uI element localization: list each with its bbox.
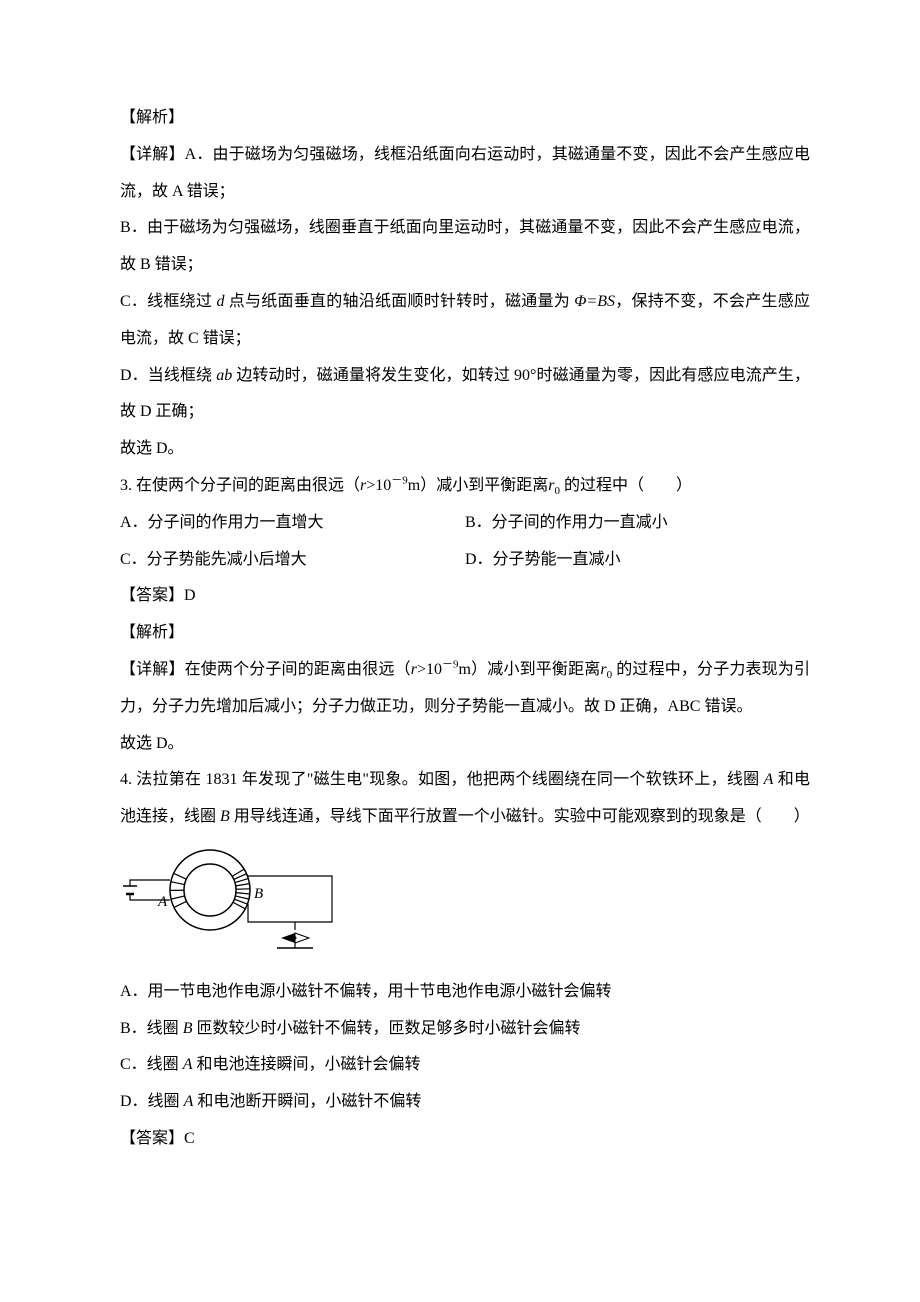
q3-exp: －9: [391, 475, 408, 487]
q4-option-c: C．线圈 A 和电池连接瞬间，小磁针会偏转: [120, 1047, 810, 1084]
q4-optb-post: 匝数较少时小磁针不偏转，匝数足够多时小磁针会偏转: [192, 1020, 580, 1037]
q3-answer: 【答案】D: [120, 578, 810, 615]
q3-option-b: B．分子间的作用力一直减小: [465, 505, 810, 542]
q3-option-a: A．分子间的作用力一直增大: [120, 505, 465, 542]
q4-option-a: A．用一节电池作电源小磁针不偏转，用十节电池作电源小磁针会偏转: [120, 974, 810, 1011]
q3-m: m）减小到平衡距离: [408, 477, 548, 494]
q3-stem: 3. 在使两个分子间的距离由很远（r>10－9m）减小到平衡距离r0 的过程中（…: [120, 468, 810, 505]
detail-b: B．由于磁场为匀强磁场，线圈垂直于纸面向里运动时，其磁通量不变，因此不会产生感应…: [120, 210, 810, 284]
q4-optb-pre: B．线圈: [120, 1020, 183, 1037]
q3-stem-pre: 3. 在使两个分子间的距离由很远（: [120, 477, 360, 494]
q4-option-d: D．线圈 A 和电池断开瞬间，小磁针不偏转: [120, 1084, 810, 1121]
detail-d-pre: D．当线框绕: [120, 367, 216, 384]
q4-optc-var-a: A: [183, 1056, 193, 1073]
detail-c: C．线框绕过 d 点与纸面垂直的轴沿纸面顺时针转时，磁通量为 Φ=BS，保持不变…: [120, 284, 810, 358]
q4-option-b: B．线圈 B 匝数较少时小磁针不偏转，匝数足够多时小磁针会偏转: [120, 1011, 810, 1048]
q4-stem-post: 用导线连通，导线下面平行放置一个小磁针。实验中可能观察到的现象是（ ）: [230, 808, 810, 825]
detail-d: D．当线框绕 ab 边转动时，磁通量将发生变化，如转过 90°时磁通量为零，因此…: [120, 358, 810, 432]
q4-optd-post: 和电池断开瞬间，小磁针不偏转: [193, 1093, 421, 1110]
q3-stem-post: 的过程中（ ）: [560, 477, 692, 494]
q3d-gt10: >10: [417, 661, 442, 678]
q4-answer: 【答案】C: [120, 1121, 810, 1158]
q3-option-c: C．分子势能先减小后增大: [120, 542, 465, 579]
q4-figure: AB: [120, 842, 810, 972]
faraday-ring-diagram: AB: [120, 842, 345, 957]
q3d-exp: －9: [442, 659, 459, 671]
q4-optc-pre: C．线圈: [120, 1056, 183, 1073]
q3d-m: m）减小到平衡距离: [459, 661, 601, 678]
q3-options-row2: C．分子势能先减小后增大 D．分子势能一直减小: [120, 542, 810, 579]
q3-analysis-header: 【解析】: [120, 615, 810, 652]
q4-optb-var-b: B: [183, 1020, 193, 1037]
q3-conclusion: 故选 D。: [120, 726, 810, 763]
q4-optd-pre: D．线圈: [120, 1093, 184, 1110]
q3-options-row1: A．分子间的作用力一直增大 B．分子间的作用力一直减小: [120, 505, 810, 542]
q4-var-b: B: [220, 808, 230, 825]
var-ab: ab: [216, 367, 232, 384]
svg-text:A: A: [157, 894, 168, 910]
q4-var-a: A: [764, 771, 774, 788]
q4-optd-var-a: A: [184, 1093, 194, 1110]
detail-c-mid: 点与纸面垂直的轴沿纸面顺时针转时，磁通量为: [224, 293, 574, 310]
svg-text:B: B: [254, 886, 263, 902]
q4-stem-pre: 4. 法拉第在 1831 年发现了"磁生电"现象。如图，他把两个线圈绕在同一个软…: [120, 771, 764, 788]
q3-detail: 【详解】在使两个分子间的距离由很远（r>10－9m）减小到平衡距离r0 的过程中…: [120, 652, 810, 726]
conclusion-1: 故选 D。: [120, 431, 810, 468]
q3-gt10: >10: [366, 477, 391, 494]
detail-a: 【详解】A．由于磁场为匀强磁场，线框沿纸面向右运动时，其磁通量不变，因此不会产生…: [120, 137, 810, 211]
q3-detail-pre: 【详解】在使两个分子间的距离由很远（: [120, 661, 411, 678]
q4-stem: 4. 法拉第在 1831 年发现了"磁生电"现象。如图，他把两个线圈绕在同一个软…: [120, 762, 810, 836]
q3-option-d: D．分子势能一直减小: [465, 542, 810, 579]
q4-optc-post: 和电池连接瞬间，小磁针会偏转: [192, 1056, 420, 1073]
detail-c-pre: C．线框绕过: [120, 293, 216, 310]
analysis-header: 【解析】: [120, 100, 810, 137]
var-phi-bs: Φ=BS: [574, 293, 615, 310]
